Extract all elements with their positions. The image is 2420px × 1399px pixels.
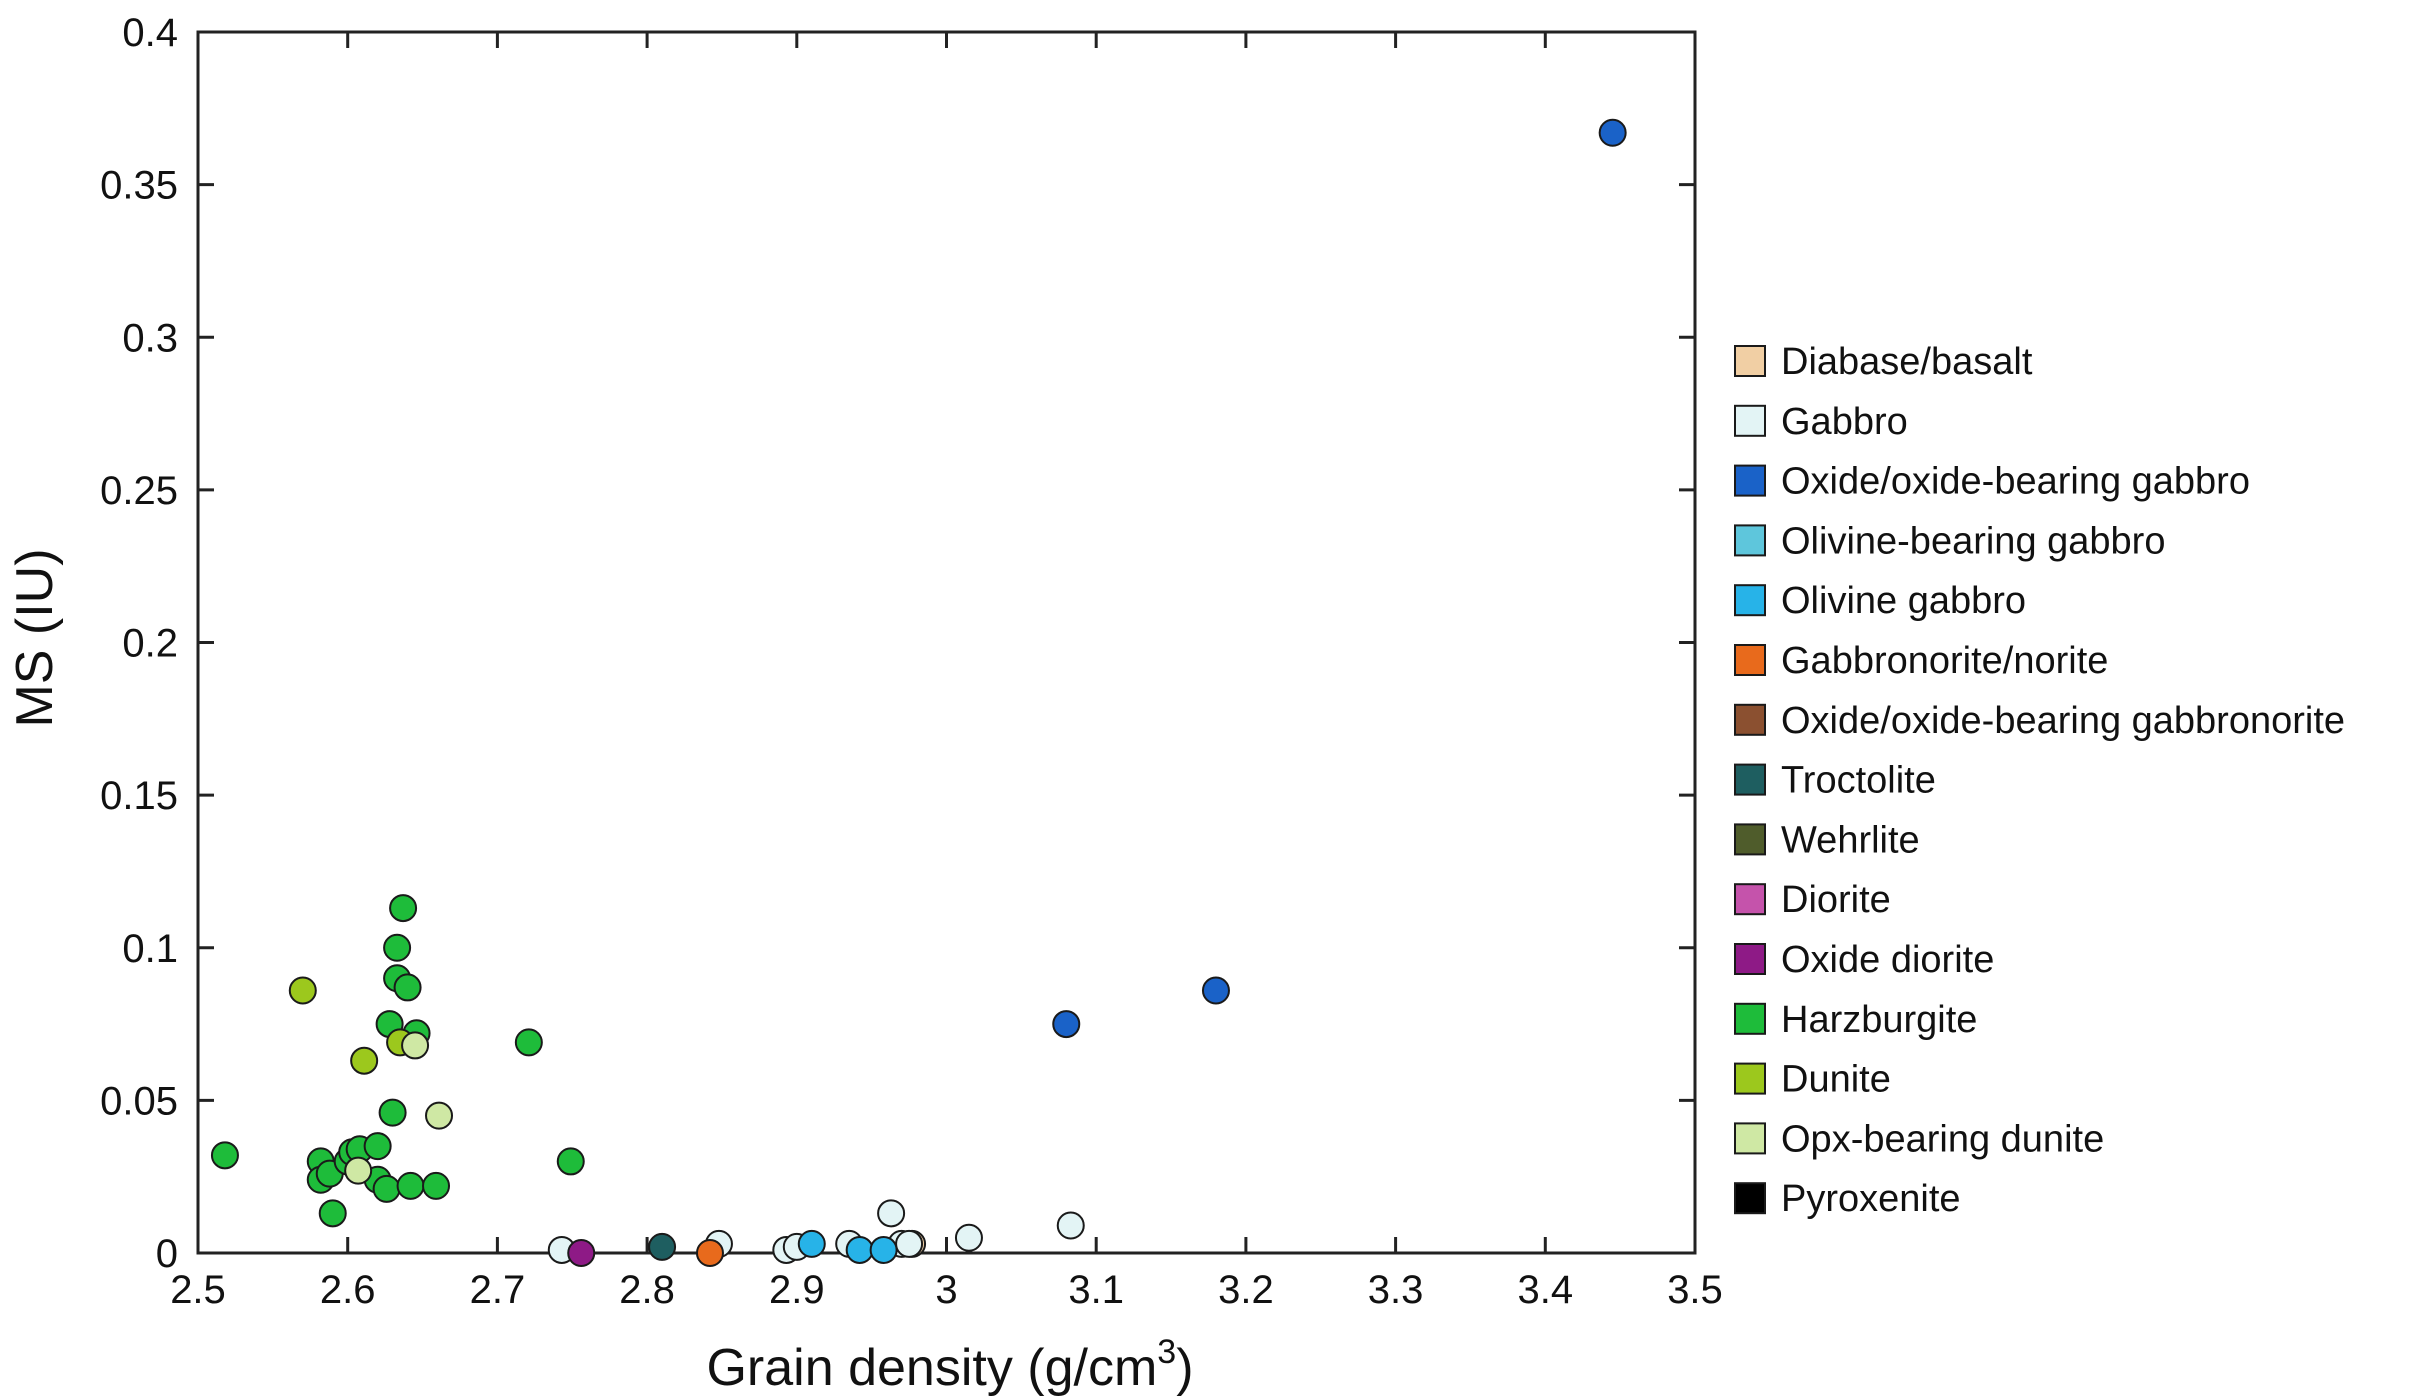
legend-swatch (1734, 1122, 1766, 1155)
x-axis-title: Grain density (g/cm3) (706, 1333, 1193, 1397)
legend-swatch (1734, 584, 1766, 617)
data-point (954, 1223, 983, 1252)
data-point (1056, 1211, 1085, 1240)
legend-label: Oxide/oxide-bearing gabbronorite (1781, 700, 2345, 742)
axis-ticks: 2.5 2.6 2.7 2.8 2.9 3 3.1 3.2 3.3 3.4 3.5 0 0.05 0.1 0… (100, 11, 1723, 1312)
data-point (344, 1156, 373, 1185)
y-tick-label: 0.2 (122, 622, 178, 666)
legend-label: Wehrlite (1781, 819, 1920, 861)
data-point (393, 973, 422, 1002)
plot-area (196, 30, 1697, 1255)
legend-label: Oxide/oxide-bearing gabbro (1781, 461, 2250, 503)
data-point (514, 1028, 543, 1057)
x-tick-label: 3.3 (1368, 1268, 1424, 1312)
data-point (378, 1098, 407, 1127)
data-point (695, 1239, 724, 1267)
legend-swatch (1734, 345, 1766, 377)
legend-swatch (1734, 524, 1766, 557)
data-point (1201, 976, 1230, 1005)
legend-swatch (1734, 464, 1766, 497)
data-point (797, 1229, 826, 1258)
legend-label: Gabbro (1781, 401, 1908, 443)
data-point (288, 976, 317, 1005)
data-point (363, 1132, 392, 1161)
data-point (318, 1199, 347, 1228)
legend-swatch (1734, 1062, 1766, 1095)
plot-frame (196, 30, 1697, 1255)
x-tick-label: 3.5 (1667, 1268, 1723, 1312)
y-tick-label: 0.3 (122, 316, 178, 360)
y-tick-label: 0.15 (100, 774, 178, 818)
legend-swatch (1734, 644, 1766, 676)
legend-label: Olivine-bearing gabbro (1781, 520, 2165, 562)
y-tick-label: 0 (156, 1232, 178, 1276)
legend-label: Gabbronorite/norite (1781, 640, 2108, 682)
legend-swatch (1734, 763, 1766, 796)
legend-swatch (1734, 703, 1766, 736)
data-point (648, 1232, 677, 1261)
legend-label: Diorite (1781, 879, 1891, 921)
data-point (845, 1235, 874, 1264)
x-tick-label: 3.1 (1068, 1268, 1124, 1312)
legend-swatch (1734, 943, 1766, 975)
data-point (1052, 1010, 1081, 1039)
data-point (422, 1171, 451, 1200)
y-tick-label: 0.05 (100, 1079, 178, 1123)
legend-label: Dunite (1781, 1059, 1891, 1101)
x-tick-label: 2.6 (320, 1268, 376, 1312)
legend-label: Pyroxenite (1781, 1178, 1961, 1220)
legend-label: Harzburgite (1781, 999, 1977, 1041)
data-point (869, 1235, 898, 1264)
y-tick-label: 0.4 (122, 11, 178, 55)
legend-label: Diabase/basalt (1781, 341, 2033, 383)
data-point (895, 1229, 924, 1258)
x-tick-label: 3 (935, 1268, 957, 1312)
legend-swatch (1734, 823, 1766, 856)
x-tick-label: 2.5 (170, 1268, 226, 1312)
x-tick-label: 2.7 (470, 1268, 526, 1312)
x-tick-label: 3.2 (1218, 1268, 1274, 1312)
x-tick-label: 2.8 (619, 1268, 675, 1312)
data-point (396, 1171, 425, 1200)
y-axis-title: MS (IU) (6, 548, 64, 727)
legend-label: Olivine gabbro (1781, 580, 2026, 622)
legend-label: Opx-bearing dunite (1781, 1118, 2104, 1160)
legend-swatch (1734, 883, 1766, 916)
x-tick-label: 3.4 (1517, 1268, 1573, 1312)
data-point (877, 1199, 906, 1228)
legend-swatch (1734, 1002, 1766, 1035)
data-point (389, 894, 418, 923)
data-point (425, 1101, 454, 1130)
legend-label: Oxide diorite (1781, 939, 1994, 981)
y-tick-label: 0.35 (100, 164, 178, 208)
legend-swatch (1734, 1182, 1766, 1215)
legend: Diabase/basalt Gabbro Oxide/oxide-bearing … (1734, 341, 2345, 1220)
data-point (372, 1174, 401, 1203)
data-points (210, 118, 1627, 1267)
y-tick-label: 0.25 (100, 469, 178, 513)
data-point (1598, 118, 1627, 147)
y-tick-label: 0.1 (122, 927, 178, 971)
data-point (556, 1147, 585, 1176)
data-point (383, 933, 412, 962)
data-point (567, 1239, 596, 1267)
legend-label: Troctolite (1781, 760, 1936, 802)
data-point (210, 1141, 239, 1170)
legend-swatch (1734, 404, 1766, 437)
data-point (350, 1046, 379, 1075)
data-point (401, 1031, 430, 1060)
x-tick-label: 2.9 (769, 1268, 825, 1312)
